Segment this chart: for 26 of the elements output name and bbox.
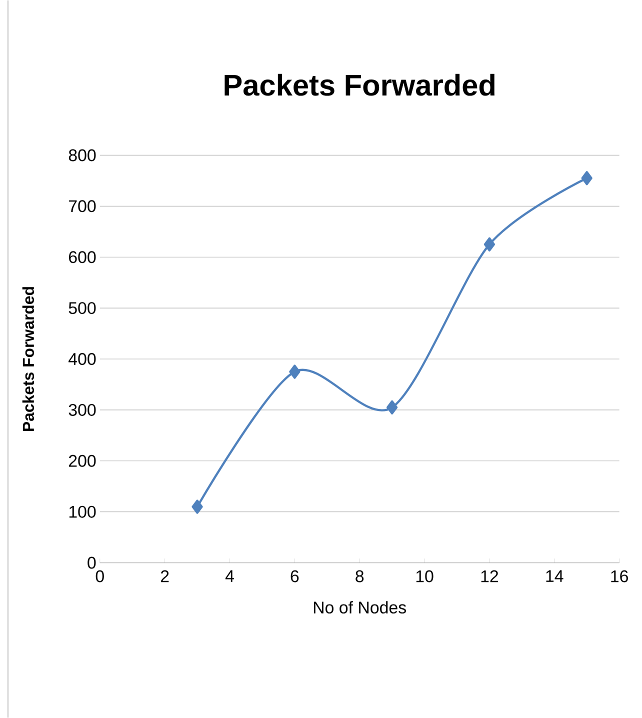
y-axis-title: Packets Forwarded (22, 287, 34, 431)
y-tick-label: 100 (69, 506, 96, 518)
point (386, 400, 398, 414)
x-tick-label: 6 (290, 570, 298, 582)
y-tick-label: 800 (68, 149, 96, 162)
x-tick-label: 0 (96, 570, 104, 582)
point (581, 171, 592, 186)
y-tick-label: 400 (68, 353, 96, 365)
x-tick-label: 14 (546, 570, 564, 582)
chart-title: Packets Forwarded (224, 74, 494, 96)
y-tick-label: 600 (68, 251, 96, 264)
x-tick-label: 8 (355, 570, 364, 582)
y-tick-label: 200 (68, 454, 96, 467)
x-tick-label: 2 (160, 570, 169, 582)
y-tick-label: 0 (87, 556, 96, 569)
x-tick-label: 16 (611, 570, 628, 582)
x-tick-label: 10 (416, 570, 434, 582)
point (192, 500, 203, 514)
x-tick-label: 4 (225, 570, 234, 582)
y-tick-label: 500 (68, 302, 96, 314)
point (484, 237, 495, 252)
y-tick-label: 300 (68, 404, 96, 416)
point (288, 364, 300, 379)
y-tick-label: 700 (68, 200, 96, 212)
x-tick-label: 12 (481, 570, 498, 582)
x-axis-title: No of Nodes (314, 601, 406, 614)
